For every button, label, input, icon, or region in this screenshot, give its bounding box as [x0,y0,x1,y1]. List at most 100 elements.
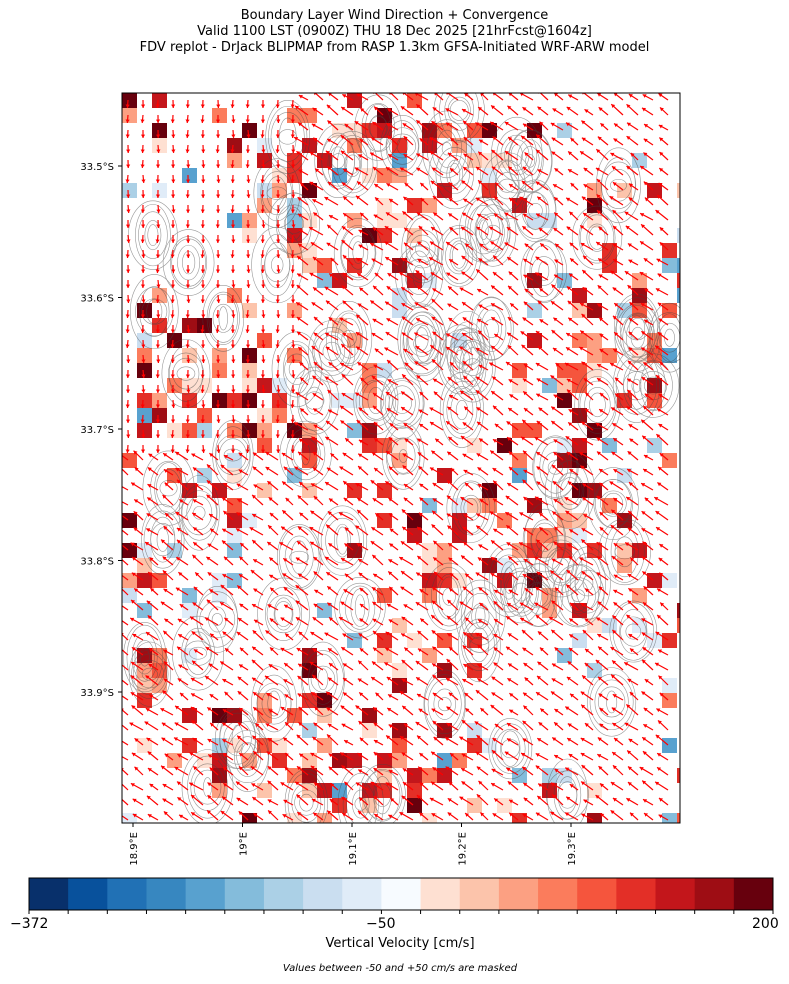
wind-arrow [570,182,579,191]
wind-arrow [581,674,594,686]
wind-arrow [565,122,579,131]
wind-arrow [134,737,144,746]
velocity-cell [422,558,437,573]
wind-arrow [612,348,624,356]
wind-arrow [535,393,549,401]
wind-arrow [535,691,549,701]
wind-arrow [206,556,219,566]
wind-arrow [463,469,474,476]
contour-line [437,697,452,712]
wind-arrow [122,768,129,776]
contour-line [215,426,251,484]
velocity-cell [542,783,557,798]
wind-arrow [524,152,534,161]
wind-arrow [447,525,459,536]
velocity-cell [182,603,197,618]
wind-arrow [296,284,309,296]
wind-arrow [340,106,354,116]
wind-arrow [245,339,251,349]
wind-arrow [507,780,519,791]
wind-arrow [552,107,564,116]
wind-arrow [309,181,324,191]
wind-arrow [493,662,504,671]
wind-arrow [610,646,624,656]
wind-arrow [565,435,579,446]
wind-arrow [508,378,519,386]
wind-arrow [550,691,564,701]
wind-arrow [416,555,429,566]
wind-arrow [201,144,206,154]
wind-arrow [388,724,399,731]
velocity-cell [662,258,677,273]
wind-arrow [176,781,189,791]
wind-arrow [612,797,624,806]
wind-arrow [599,333,609,341]
wind-arrow [609,481,624,491]
contour-line [368,116,388,140]
wind-arrow [480,707,489,716]
wind-arrow [519,196,534,206]
wind-arrow [295,557,309,566]
wind-arrow [328,616,339,626]
contour-line [529,245,559,297]
wind-arrow [325,691,339,701]
velocity-cell [227,288,242,303]
wind-arrow [260,414,266,424]
wind-arrow [146,497,159,506]
colorbar-tick-min: −372 [10,916,49,932]
wind-arrow [276,249,281,259]
wind-arrow [655,287,669,296]
velocity-cell [407,768,422,783]
wind-arrow [564,496,579,506]
wind-arrow [522,527,534,536]
wind-arrow [314,589,324,596]
wind-arrow [389,543,399,551]
wind-arrow [141,339,146,349]
wind-arrow [595,422,609,431]
wind-arrow [658,797,669,806]
wind-arrow [596,437,609,446]
velocity-cell [152,123,167,138]
wind-arrow [344,526,354,536]
contour-line [403,311,441,367]
contour-line [288,359,305,379]
wind-arrow [428,256,444,266]
velocity-cell [527,498,542,513]
velocity-cell [197,378,212,393]
wind-arrow [539,526,549,536]
wind-arrow [174,722,189,731]
wind-arrow [190,677,204,686]
wind-arrow [171,399,176,409]
wind-arrow [122,815,129,821]
wind-arrow [339,362,354,371]
wind-arrow [185,399,191,409]
wind-arrow [431,358,444,371]
wind-arrow [509,302,519,311]
wind-arrow [522,720,534,731]
wind-arrow [223,556,234,566]
wind-arrow [626,614,639,626]
wind-arrow [537,106,549,116]
contour-line [619,609,648,655]
wind-arrow [312,286,324,296]
wind-arrow [386,603,399,611]
velocity-cell [392,723,407,738]
wind-arrow [569,783,579,791]
wind-arrow [463,198,474,206]
wind-arrow [521,419,534,431]
wind-arrow [280,706,294,716]
wind-arrow [216,204,221,214]
wind-arrow [476,226,489,236]
wind-arrow [432,331,444,341]
wind-arrow [342,677,354,686]
wind-arrow [298,94,309,101]
wind-arrow [465,707,474,716]
velocity-cell [227,153,242,168]
wind-arrow [596,194,609,206]
wind-arrow [479,812,489,821]
wind-arrow [147,614,159,626]
wind-arrow [654,662,669,671]
wind-arrow [538,227,549,236]
contour-line [424,562,474,631]
wind-arrow [642,750,654,761]
